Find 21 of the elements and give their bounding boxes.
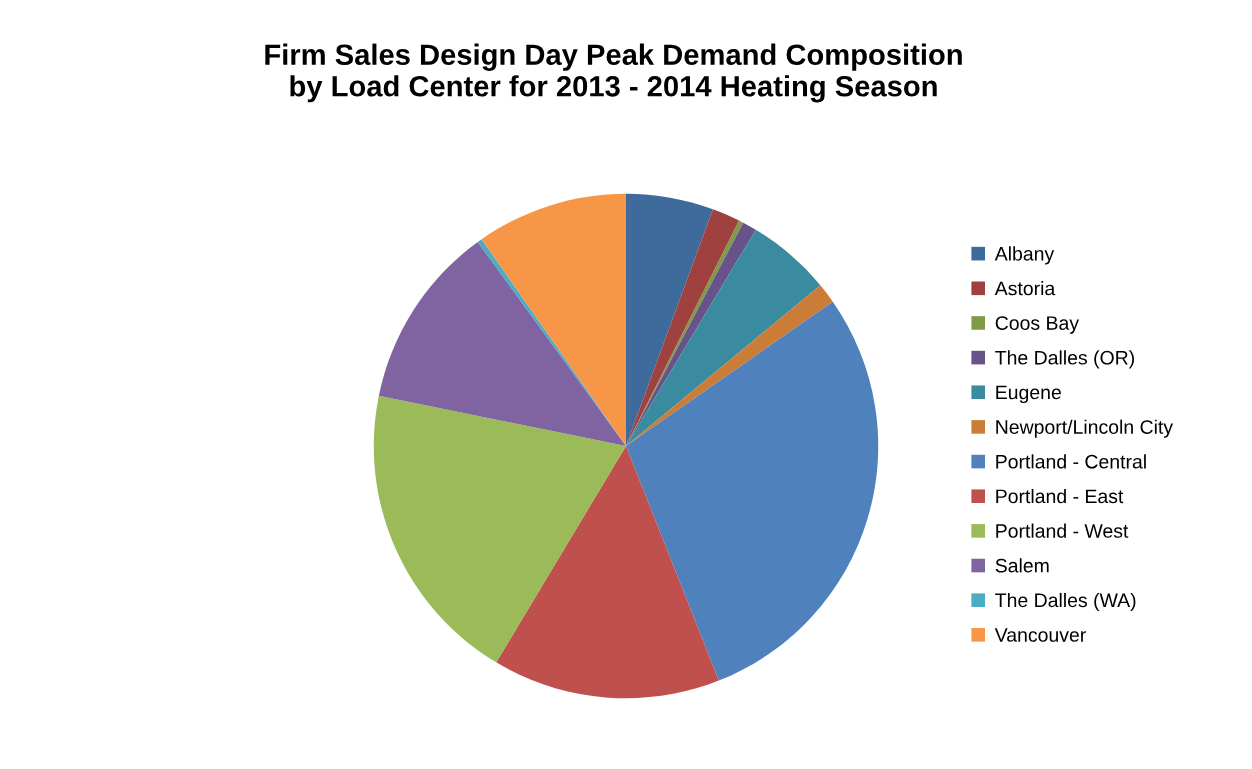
- legend-label: Newport/Lincoln City: [996, 419, 1174, 438]
- legend-label: Portland - Central: [996, 454, 1146, 469]
- chart-title: Firm Sales Design Day Peak Demand Composition by Load Center for 2013 - 2014 Heating Season: [265, 43, 962, 103]
- legend-label: Portland - West: [996, 523, 1129, 538]
- legend-label: Albany: [994, 246, 1055, 265]
- pie-slice: [496, 446, 719, 699]
- pie-slice: [626, 301, 879, 681]
- pie-slice: [626, 193, 713, 447]
- legend-label: The Dalles (WA): [995, 592, 1136, 612]
- legend-label: Portland - East: [996, 488, 1124, 504]
- legend-label: Eugene: [996, 385, 1061, 404]
- pie-slice: [378, 241, 626, 447]
- legend-label: Coos Bay: [995, 316, 1079, 334]
- pie-slice: [373, 395, 626, 663]
- pie-slice: [626, 229, 821, 447]
- legend-label: Salem: [995, 558, 1049, 573]
- pie-slice: [626, 285, 833, 447]
- legend-label: Astoria: [994, 281, 1056, 296]
- legend-label: The Dalles (OR): [995, 350, 1134, 369]
- pie-slice: [481, 193, 626, 447]
- legend-label: Vancouver: [994, 628, 1086, 642]
